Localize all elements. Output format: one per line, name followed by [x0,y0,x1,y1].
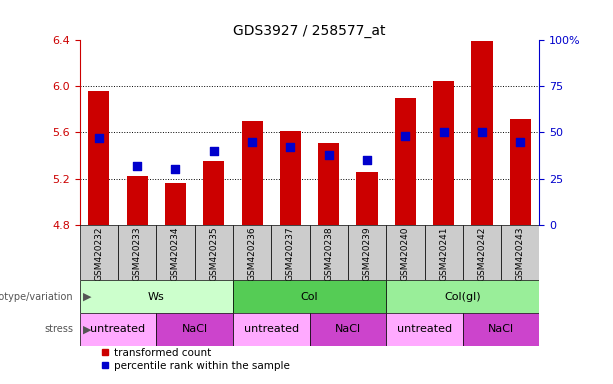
Point [132,162,142,169]
Point [439,129,449,136]
Bar [233,280,386,313]
Bar [156,313,233,346]
Point [362,157,372,163]
Point [400,133,410,139]
Text: Ws: Ws [148,291,165,302]
Bar [233,225,271,280]
Bar [165,183,186,225]
Bar [233,313,310,346]
Bar [127,176,148,225]
Bar [156,225,195,280]
Bar [88,91,109,225]
Bar [386,313,463,346]
Bar [80,225,118,280]
Legend: transformed count, percentile rank within the sample: transformed count, percentile rank withi… [97,344,294,375]
Text: GSM420243: GSM420243 [516,226,525,281]
Text: stress: stress [45,324,74,334]
Point [170,166,180,172]
Point [477,129,487,136]
Bar [463,313,539,346]
Text: GSM420238: GSM420238 [324,226,333,281]
Title: GDS3927 / 258577_at: GDS3927 / 258577_at [234,24,386,38]
Bar [271,225,310,280]
Bar [310,313,386,346]
Bar [386,280,539,313]
Bar [386,225,424,280]
Text: GSM420240: GSM420240 [401,226,410,281]
Text: untreated: untreated [244,324,299,334]
Bar [118,225,156,280]
Bar [395,98,416,225]
Bar [463,225,501,280]
Text: GSM420236: GSM420236 [248,226,257,281]
Bar [471,41,492,225]
Bar [424,225,463,280]
Bar [80,313,156,346]
Text: GSM420241: GSM420241 [439,226,448,281]
Point [209,148,219,154]
Point [247,139,257,145]
Bar [510,119,531,225]
Point [94,135,104,141]
Text: NaCl: NaCl [335,324,361,334]
Point [516,139,525,145]
Bar [310,225,348,280]
Text: Col: Col [301,291,318,302]
Text: GSM420235: GSM420235 [209,226,218,281]
Bar [433,81,454,225]
Text: NaCl: NaCl [488,324,514,334]
Text: GSM420239: GSM420239 [362,226,371,281]
Point [286,144,295,150]
Text: Col(gl): Col(gl) [444,291,481,302]
Bar [204,161,224,225]
Text: ▶: ▶ [83,291,91,302]
Text: GSM420234: GSM420234 [171,226,180,281]
Bar [280,131,301,225]
Bar [242,121,262,225]
Text: NaCl: NaCl [181,324,208,334]
Text: GSM420237: GSM420237 [286,226,295,281]
Bar [195,225,233,280]
Text: genotype/variation: genotype/variation [0,291,74,302]
Text: GSM420242: GSM420242 [478,226,487,281]
Text: untreated: untreated [91,324,145,334]
Text: untreated: untreated [397,324,452,334]
Bar [80,280,233,313]
Text: ▶: ▶ [83,324,91,334]
Bar [357,172,378,225]
Bar [501,225,539,280]
Bar [318,143,339,225]
Point [324,152,333,158]
Text: GSM420232: GSM420232 [94,226,104,281]
Bar [348,225,386,280]
Text: GSM420233: GSM420233 [132,226,142,281]
